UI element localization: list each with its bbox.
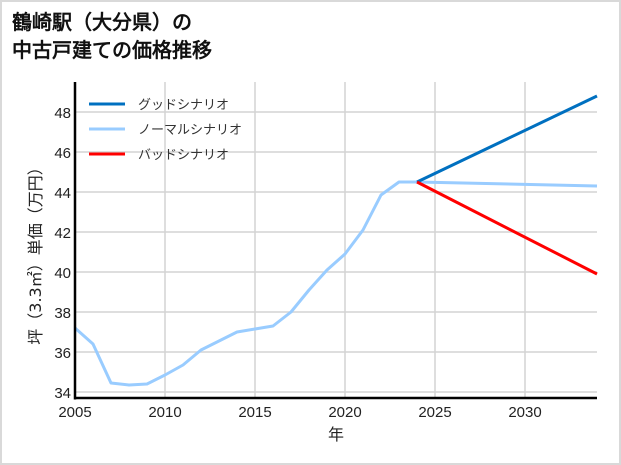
chart-title-line2: 中古戸建ての価格推移 [12,38,212,62]
chart-title: 鶴崎駅（大分県）の 中古戸建ての価格推移 [12,8,212,64]
chart-title-line1: 鶴崎駅（大分県）の [12,10,192,34]
y-tick-label: 40 [54,265,71,282]
legend-label: グッドシナリオ [138,98,229,113]
tick-labels: 2005 2010 2015 2020 2025 2030 34 36 38 40 42 44 46 48 [54,105,541,421]
x-tick-label: 2030 [508,404,541,421]
y-tick-label: 46 [54,145,71,162]
y-tick-label: 38 [54,305,71,322]
y-tick-label: 44 [54,185,71,202]
axes [73,82,597,400]
y-tick-label: 48 [54,105,71,122]
x-tick-label: 2005 [58,404,91,421]
x-tick-label: 2025 [418,404,451,421]
y-axis-label: 坪（3.3㎡）単価（万円） [26,159,45,344]
y-tick-label: 36 [54,345,71,362]
legend-label: バッドシナリオ [138,148,229,163]
y-tick-label: 34 [54,385,71,402]
y-tick-label: 42 [54,225,71,242]
x-tick-label: 2015 [238,404,271,421]
series-line-0 [416,94,598,184]
x-tick-label: 2010 [148,404,181,421]
x-tick-label: 2020 [328,404,361,421]
data-series [74,94,598,387]
x-axis-label: 年 [328,425,344,444]
series-line-1 [74,180,598,387]
legend-label: ノーマルシナリオ [138,123,242,138]
series-line-2 [416,180,598,276]
